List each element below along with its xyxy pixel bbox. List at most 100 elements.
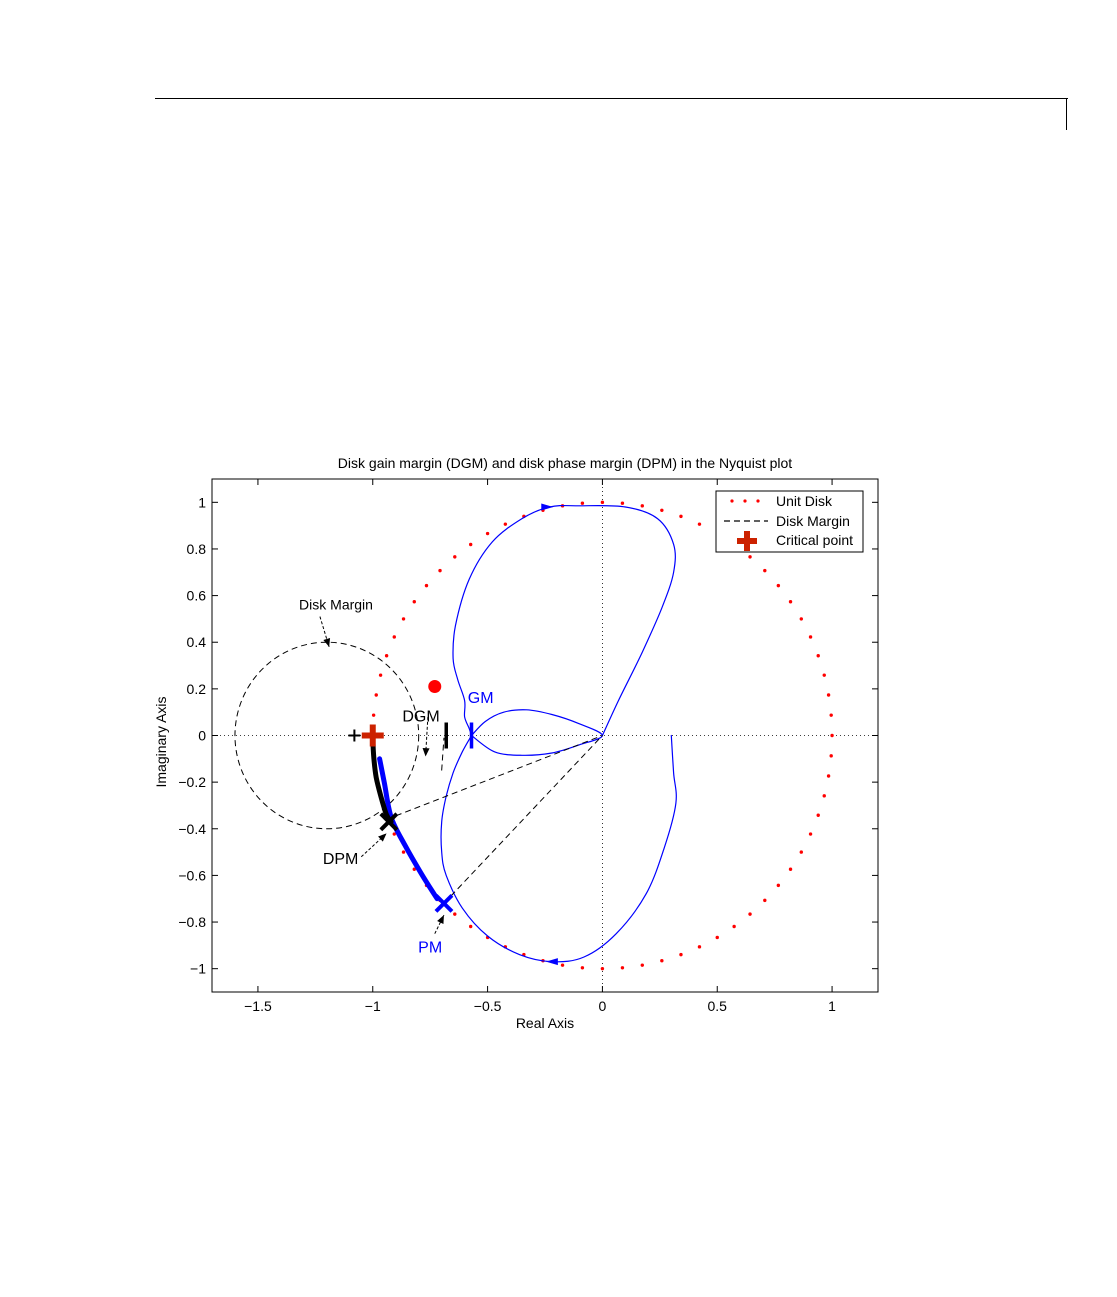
series-unit-disk-dot (822, 794, 826, 798)
y-tick-label: −0.6 (178, 867, 206, 883)
series-unit-disk-dot (763, 898, 767, 903)
y-tick-label: −0.8 (178, 914, 206, 930)
series-nyquist-inner-loop (470, 709, 603, 756)
y-tick-label: −0.4 (178, 821, 206, 837)
page-header-rule (155, 98, 1068, 99)
series-unit-disk-dot (776, 583, 781, 588)
series-unit-disk-dot (748, 555, 752, 559)
series-unit-disk-dot (829, 754, 833, 758)
series-unit-disk-dot (560, 963, 565, 967)
series-unit-disk-dot (374, 693, 378, 697)
series-unit-disk-dot (799, 617, 804, 621)
marker-dpm-cross (379, 812, 399, 832)
legend-label-disk-margin: Disk Margin (776, 513, 850, 529)
legend-swatch-unit-disk (730, 499, 760, 503)
y-tick-label: 0.2 (187, 681, 207, 697)
series-unit-disk-dot (679, 514, 683, 519)
series-unit-disk-dot (438, 568, 442, 573)
annotation-dgm: DGM (402, 709, 439, 726)
series-unit-disk-dot (640, 963, 644, 967)
annotation-arrow-head (378, 833, 387, 842)
marker-layer (348, 680, 474, 913)
series-unit-disk-dot (378, 673, 383, 677)
series-unit-disk-dot (503, 522, 508, 526)
series-unit-disk-dot (412, 867, 416, 871)
series-nyquist-outer-loop-upper (452, 504, 676, 737)
series-unit-disk-dot (732, 924, 736, 929)
series-unit-disk-dot (468, 542, 473, 547)
x-axis-ticks: −1.5 −1 −0.5 0 0.5 1 (244, 479, 836, 1014)
annotation-arrow-head (437, 915, 444, 925)
series-unit-disk-dot (392, 832, 396, 836)
annotation-layer: Disk Margin DGM GM DPM PM (299, 597, 494, 957)
series-unit-disk-dot (697, 522, 702, 526)
series-unit-disk-dot (816, 654, 820, 658)
x-tick-label: −1.5 (244, 998, 272, 1014)
series-unit-disk-dot (788, 867, 793, 871)
series-unit-disk-dot (808, 635, 813, 639)
marker-pm-cross (434, 893, 454, 913)
legend-swatch-critical-point (737, 531, 757, 551)
series-unit-disk-dot (679, 952, 683, 957)
x-axis-label: Real Axis (516, 1015, 574, 1031)
y-axis-ticks: −1 −0.8 −0.6 −0.4 −0.2 0 0.2 0.4 0.6 0.8 1 (178, 494, 878, 977)
series-unit-disk-dot (799, 850, 804, 854)
series-unit-disk-dot (763, 568, 767, 573)
direction-arrowhead (545, 958, 558, 966)
series-unit-disk-dot (660, 508, 664, 512)
series-layer (234, 500, 834, 971)
series-unit-disk-dot (829, 713, 833, 717)
series-unit-disk-dot (826, 693, 831, 697)
series-unit-disk-dot (468, 924, 473, 929)
series-unit-disk-dot (412, 600, 416, 604)
annotation-arrow-shaft (425, 716, 429, 757)
y-tick-label: 1 (198, 494, 206, 510)
page-header-rule-tick (1066, 98, 1067, 130)
series-unit-disk-dot (640, 504, 644, 508)
series-unit-disk-dot (392, 635, 396, 639)
series-unit-disk-dot (748, 912, 752, 916)
series-unit-disk-dot (788, 600, 793, 604)
legend-label-unit-disk: Unit Disk (776, 493, 833, 509)
series-unit-disk-dot (600, 966, 605, 971)
series-unit-disk-dot (822, 673, 826, 677)
grid-lines (212, 479, 878, 992)
annotation-gm: GM (468, 690, 494, 707)
series-unit-disk-dot (580, 966, 585, 970)
legend-label-critical-point: Critical point (776, 532, 853, 548)
annotation-pm: PM (418, 939, 442, 956)
series-unit-disk-dot (580, 501, 585, 505)
series-unit-disk-dot (697, 945, 702, 949)
series-nyquist-outer-loop-lower (440, 734, 677, 963)
y-tick-label: −0.2 (178, 774, 206, 790)
annotation-arrow-head (422, 748, 430, 757)
series-unit-disk-dot (660, 959, 664, 963)
x-tick-label: 1 (828, 998, 836, 1014)
series-unit-disk-dot (830, 733, 834, 738)
y-tick-label: 0.4 (187, 634, 207, 650)
x-tick-label: 0.5 (708, 998, 728, 1014)
series-unit-disk-dot (401, 617, 406, 621)
series-unit-disk-dot (808, 832, 813, 836)
x-tick-label: 0 (599, 998, 607, 1014)
series-unit-disk-dot (485, 531, 490, 536)
series-unit-disk-dot (600, 500, 605, 505)
series-dpm-arc (370, 735, 394, 825)
y-axis-label: Imaginary Axis (153, 696, 169, 787)
series-unit-disk-dot (826, 774, 831, 778)
series-unit-disk-dot (371, 713, 376, 717)
series-unit-disk-dot (816, 813, 820, 817)
series-unit-disk-dot (776, 883, 781, 888)
series-pm-arc (377, 756, 440, 902)
legend: Unit Disk Disk Margin Critical point (715, 490, 864, 553)
y-tick-label: 0 (198, 728, 206, 744)
series-unit-disk-dot (715, 935, 719, 940)
series-unit-disk-dot (620, 501, 625, 505)
series-unit-disk-dot (453, 912, 457, 916)
x-tick-label: −0.5 (474, 998, 502, 1014)
series-unit-disk-dot (620, 966, 625, 970)
annotation-arrow-shaft (360, 833, 387, 858)
y-tick-label: −1 (190, 961, 206, 977)
y-tick-label: 0.8 (187, 541, 207, 557)
